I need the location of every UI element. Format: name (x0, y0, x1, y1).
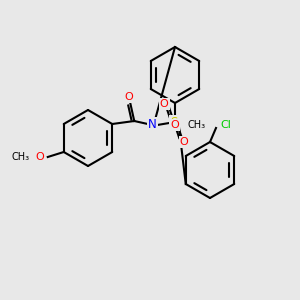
Text: O: O (125, 92, 134, 102)
Text: O: O (35, 152, 44, 162)
Text: CH₃: CH₃ (187, 120, 205, 130)
Text: O: O (171, 120, 179, 130)
Text: CH₃: CH₃ (12, 152, 30, 162)
Text: S: S (171, 116, 178, 130)
Text: O: O (160, 99, 169, 109)
Text: O: O (180, 137, 189, 147)
Text: N: N (148, 118, 157, 131)
Text: Cl: Cl (220, 120, 231, 130)
